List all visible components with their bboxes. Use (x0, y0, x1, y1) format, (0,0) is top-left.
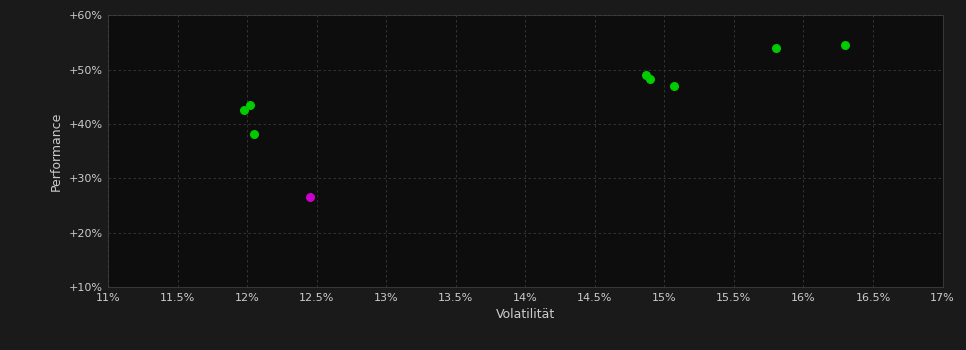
Point (667, 83, 682, 89)
Point (838, 42, 853, 48)
Point (768, 45, 783, 50)
Point (246, 132, 262, 137)
Point (642, 77, 658, 82)
X-axis label: Volatilität: Volatilität (496, 308, 554, 321)
Point (242, 102, 258, 108)
Point (639, 72, 654, 78)
Point (302, 195, 318, 200)
Y-axis label: Performance: Performance (50, 112, 63, 191)
Point (237, 107, 252, 113)
